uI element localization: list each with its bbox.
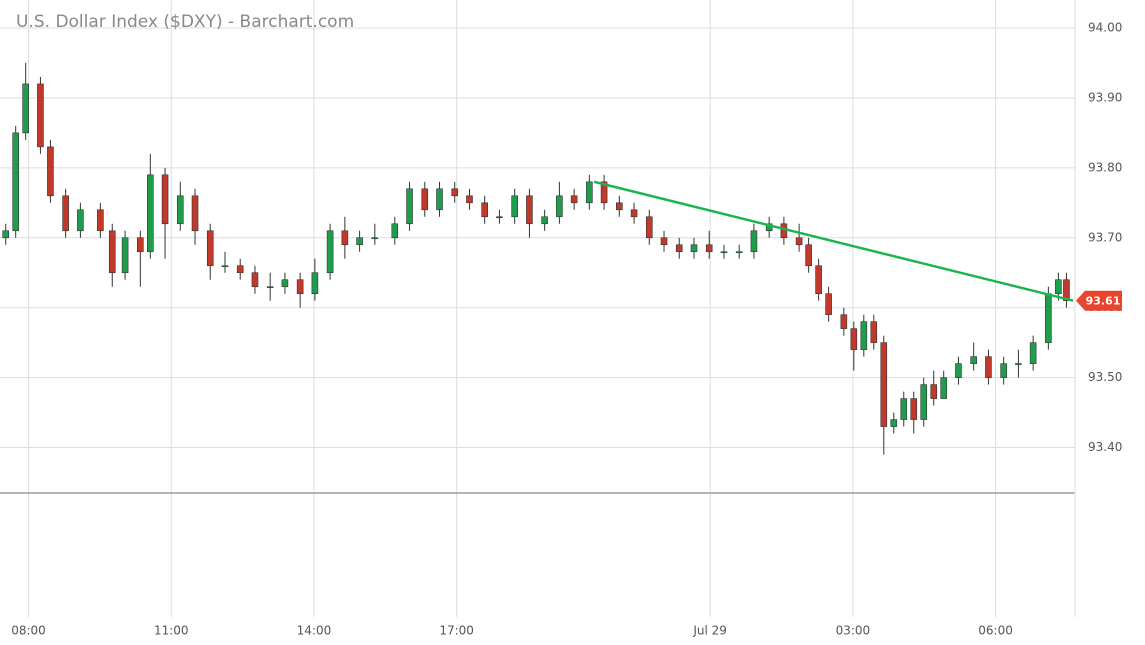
candle-body bbox=[586, 181, 593, 204]
candle-body bbox=[930, 384, 938, 399]
candle-body bbox=[406, 188, 413, 225]
candle-body bbox=[705, 244, 713, 253]
candle-body bbox=[1000, 363, 1007, 378]
candle-body bbox=[266, 286, 274, 289]
candle-body bbox=[2, 230, 10, 239]
candle-body bbox=[985, 356, 992, 378]
candle-body bbox=[1055, 279, 1062, 295]
candle-body bbox=[391, 223, 399, 239]
candle-body bbox=[1045, 293, 1052, 343]
candle-body bbox=[341, 230, 349, 246]
candle-body bbox=[296, 279, 304, 295]
candle-body bbox=[675, 244, 683, 253]
candle-body bbox=[356, 237, 363, 246]
candle-body bbox=[720, 251, 728, 254]
candle-body bbox=[161, 174, 169, 225]
x-tick-label: 14:00 bbox=[297, 624, 332, 638]
y-tick-label: 94.00 bbox=[1088, 20, 1122, 34]
candle-body bbox=[62, 195, 69, 232]
candle-body bbox=[850, 328, 858, 350]
candle-body bbox=[780, 223, 788, 239]
candle-body bbox=[281, 279, 289, 288]
candle-body bbox=[880, 342, 888, 427]
candle-body bbox=[47, 146, 54, 197]
candle-body bbox=[511, 195, 518, 218]
candle-body bbox=[920, 384, 928, 420]
candle-body bbox=[421, 188, 429, 211]
x-tick-label: 11:00 bbox=[154, 624, 189, 638]
y-tick-label: 93.50 bbox=[1088, 370, 1122, 384]
candle-body bbox=[815, 265, 822, 295]
grid bbox=[0, 0, 1075, 617]
candle-body bbox=[616, 202, 623, 211]
x-tick-label: 06:00 bbox=[978, 624, 1013, 638]
candle-body bbox=[840, 314, 848, 329]
candle-body bbox=[690, 244, 698, 253]
last-price-label: 93.61 bbox=[1086, 295, 1121, 308]
candle-body bbox=[970, 356, 977, 364]
candle-body bbox=[526, 195, 533, 225]
candle-body bbox=[1063, 279, 1070, 301]
candle-body bbox=[191, 195, 199, 232]
candle-body bbox=[1015, 363, 1022, 365]
x-tick-label: 03:00 bbox=[836, 624, 871, 638]
candle-body bbox=[371, 237, 379, 240]
candle-body bbox=[910, 398, 918, 420]
candle-body bbox=[97, 209, 104, 232]
candle-body bbox=[221, 265, 229, 268]
x-tick-label: 17:00 bbox=[439, 624, 474, 638]
candle-body bbox=[77, 209, 84, 232]
candle-body bbox=[890, 419, 898, 427]
y-tick-label: 93.90 bbox=[1088, 90, 1122, 104]
candle-body bbox=[645, 216, 653, 239]
candle-body bbox=[750, 230, 758, 253]
candle-body bbox=[541, 216, 548, 225]
candle-body bbox=[600, 181, 608, 204]
candle-body bbox=[311, 272, 319, 295]
candle-body bbox=[496, 216, 503, 219]
candle-body bbox=[940, 377, 948, 399]
candle-body bbox=[660, 237, 668, 246]
candle-body bbox=[206, 230, 214, 267]
candle-body bbox=[860, 321, 868, 350]
candle-body bbox=[251, 272, 259, 288]
x-tick-label: Jul 29 bbox=[692, 624, 727, 638]
trendline bbox=[593, 180, 1074, 302]
candle-body bbox=[466, 195, 473, 204]
plot-area bbox=[2, 62, 1074, 455]
candle-body bbox=[735, 251, 743, 254]
candle-body bbox=[12, 132, 19, 232]
candle-body bbox=[570, 195, 578, 204]
candle-body bbox=[326, 230, 334, 274]
candle-body bbox=[805, 244, 812, 267]
y-tick-label: 93.80 bbox=[1088, 160, 1122, 174]
candle-body bbox=[556, 195, 563, 218]
y-tick-label: 93.70 bbox=[1088, 230, 1122, 244]
candle-body bbox=[825, 293, 832, 315]
candle-body bbox=[630, 209, 638, 218]
candle-body bbox=[870, 321, 878, 343]
candle-body bbox=[147, 174, 154, 253]
y-tick-label: 93.40 bbox=[1088, 440, 1122, 454]
candle-body bbox=[481, 202, 489, 218]
candle-body bbox=[236, 265, 244, 274]
candle-body bbox=[436, 188, 443, 211]
candle-body bbox=[22, 83, 29, 134]
candle-body bbox=[108, 230, 116, 274]
candle-body bbox=[900, 398, 908, 420]
candle-body bbox=[1029, 342, 1037, 364]
chart-title: U.S. Dollar Index ($DXY) - Barchart.com bbox=[16, 12, 354, 32]
candle-body bbox=[795, 237, 803, 246]
candle-body bbox=[37, 83, 44, 148]
candle-body bbox=[137, 237, 144, 253]
candle-body bbox=[451, 188, 459, 197]
last-price-tag bbox=[1076, 290, 1122, 311]
candle-body bbox=[955, 363, 962, 378]
candle-body bbox=[121, 237, 129, 274]
candle-body bbox=[176, 195, 184, 225]
x-tick-label: 08:00 bbox=[11, 624, 46, 638]
